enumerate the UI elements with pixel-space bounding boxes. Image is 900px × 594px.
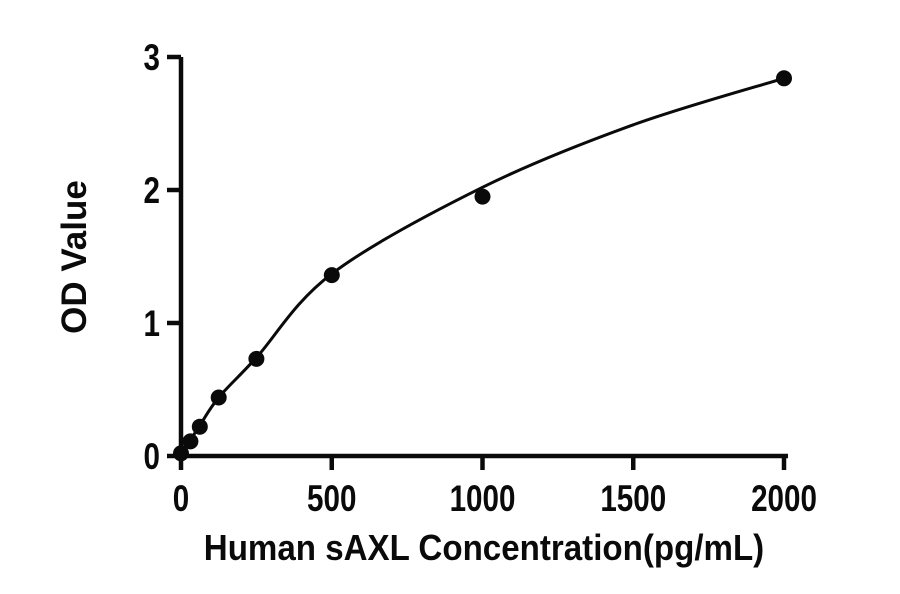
x-tick-label: 1500 bbox=[600, 479, 666, 520]
fit-curve-path bbox=[179, 76, 786, 455]
data-points-group bbox=[173, 70, 792, 462]
y-axis-title: OD Value bbox=[55, 180, 94, 334]
data-point bbox=[323, 267, 340, 284]
tick-marks-group bbox=[167, 54, 787, 470]
x-axis-title: Human sAXL Concentration(pg/mL) bbox=[204, 529, 764, 569]
x-tick-label: 2000 bbox=[751, 479, 817, 520]
data-point bbox=[191, 418, 208, 435]
y-tick-label: 0 bbox=[144, 437, 160, 478]
data-point bbox=[182, 433, 199, 450]
y-tick-label: 3 bbox=[144, 38, 160, 79]
data-point bbox=[210, 389, 227, 406]
x-tick-label: 0 bbox=[173, 479, 189, 520]
x-tick-label: 500 bbox=[307, 479, 356, 520]
x-tick-label: 1000 bbox=[450, 479, 516, 520]
y-tick-label: 1 bbox=[144, 304, 160, 345]
data-point bbox=[248, 350, 265, 367]
data-point bbox=[474, 188, 491, 205]
tick-labels-group: 0 1 2 3 0 500 1000 1500 2000 bbox=[144, 38, 817, 520]
data-point bbox=[173, 445, 189, 462]
fit-curve-group bbox=[179, 76, 786, 455]
axes-group bbox=[178, 57, 788, 459]
y-tick-label: 2 bbox=[144, 171, 160, 212]
data-point bbox=[776, 70, 792, 87]
